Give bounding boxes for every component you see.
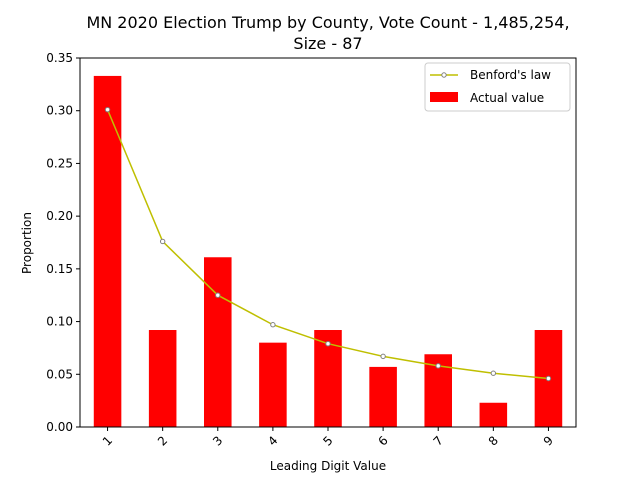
bar-digit-6	[369, 366, 397, 427]
y-tick-label: 0.20	[46, 209, 73, 223]
y-tick-label: 0.30	[46, 104, 73, 118]
benford-point-6	[380, 353, 386, 360]
benford-point-3	[215, 292, 221, 298]
bar-digit-1	[93, 75, 122, 428]
legend-label-benford: Benford's law	[470, 68, 551, 82]
line-series	[104, 106, 552, 382]
benford-point-8	[490, 370, 497, 376]
legend-label-actual: Actual value	[470, 91, 544, 105]
legend-bar-swatch	[430, 92, 458, 102]
x-axis-label: Leading Digit Value	[270, 459, 386, 473]
benford-point-4	[270, 322, 276, 328]
bar-digit-8	[479, 402, 508, 427]
benford-point-1	[104, 106, 111, 113]
y-tick-label: 0.10	[46, 315, 73, 329]
y-tick-label: 0.05	[46, 367, 73, 381]
y-axis-label: Proportion	[20, 212, 34, 274]
bar-digit-4	[259, 342, 287, 427]
y-axis: 0.00 0.05 0.10 0.15 0.20 0.25 0.30 0.35	[46, 51, 80, 434]
legend-box	[424, 62, 571, 112]
chart-title-line1: MN 2020 Election Trump by County, Vote C…	[86, 13, 569, 32]
y-tick-label: 0.00	[46, 420, 73, 434]
y-tick-label: 0.15	[46, 262, 73, 276]
bar-digit-3	[204, 257, 232, 427]
bar-series	[93, 75, 563, 428]
benford-point-9	[545, 375, 552, 382]
benford-point-2	[159, 238, 166, 245]
y-tick-label: 0.25	[46, 156, 73, 170]
bar-digit-2	[148, 330, 177, 427]
benford-point-5	[325, 341, 331, 347]
chart-title-line2: Size - 87	[293, 34, 362, 53]
legend: Benford's law Actual value	[424, 62, 571, 112]
y-tick-label: 0.35	[46, 51, 73, 65]
benford-point-7	[435, 363, 441, 369]
legend-marker-swatch	[441, 72, 447, 78]
